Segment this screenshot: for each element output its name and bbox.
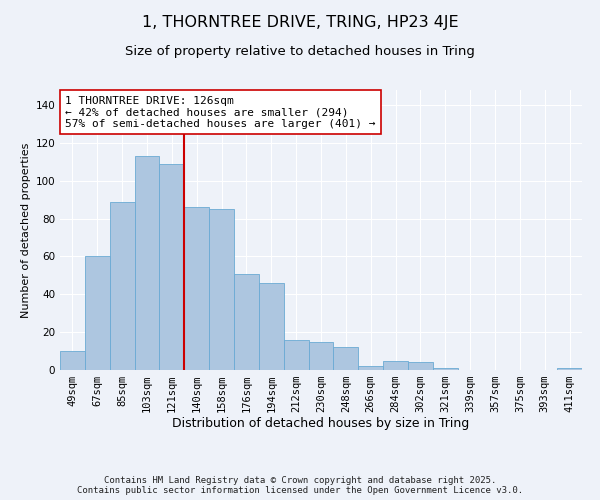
Bar [284, 340, 308, 370]
Bar [209, 209, 234, 370]
Bar [184, 208, 209, 370]
Bar [85, 256, 110, 370]
Bar [160, 164, 184, 370]
Bar [110, 202, 134, 370]
Bar [557, 368, 582, 370]
Text: Size of property relative to detached houses in Tring: Size of property relative to detached ho… [125, 45, 475, 58]
X-axis label: Distribution of detached houses by size in Tring: Distribution of detached houses by size … [172, 416, 470, 430]
Bar [358, 366, 383, 370]
Text: 1 THORNTREE DRIVE: 126sqm
← 42% of detached houses are smaller (294)
57% of semi: 1 THORNTREE DRIVE: 126sqm ← 42% of detac… [65, 96, 376, 129]
Bar [408, 362, 433, 370]
Y-axis label: Number of detached properties: Number of detached properties [21, 142, 31, 318]
Bar [60, 351, 85, 370]
Bar [134, 156, 160, 370]
Text: Contains HM Land Registry data © Crown copyright and database right 2025.
Contai: Contains HM Land Registry data © Crown c… [77, 476, 523, 495]
Text: 1, THORNTREE DRIVE, TRING, HP23 4JE: 1, THORNTREE DRIVE, TRING, HP23 4JE [142, 15, 458, 30]
Bar [308, 342, 334, 370]
Bar [383, 360, 408, 370]
Bar [259, 283, 284, 370]
Bar [433, 368, 458, 370]
Bar [234, 274, 259, 370]
Bar [334, 348, 358, 370]
